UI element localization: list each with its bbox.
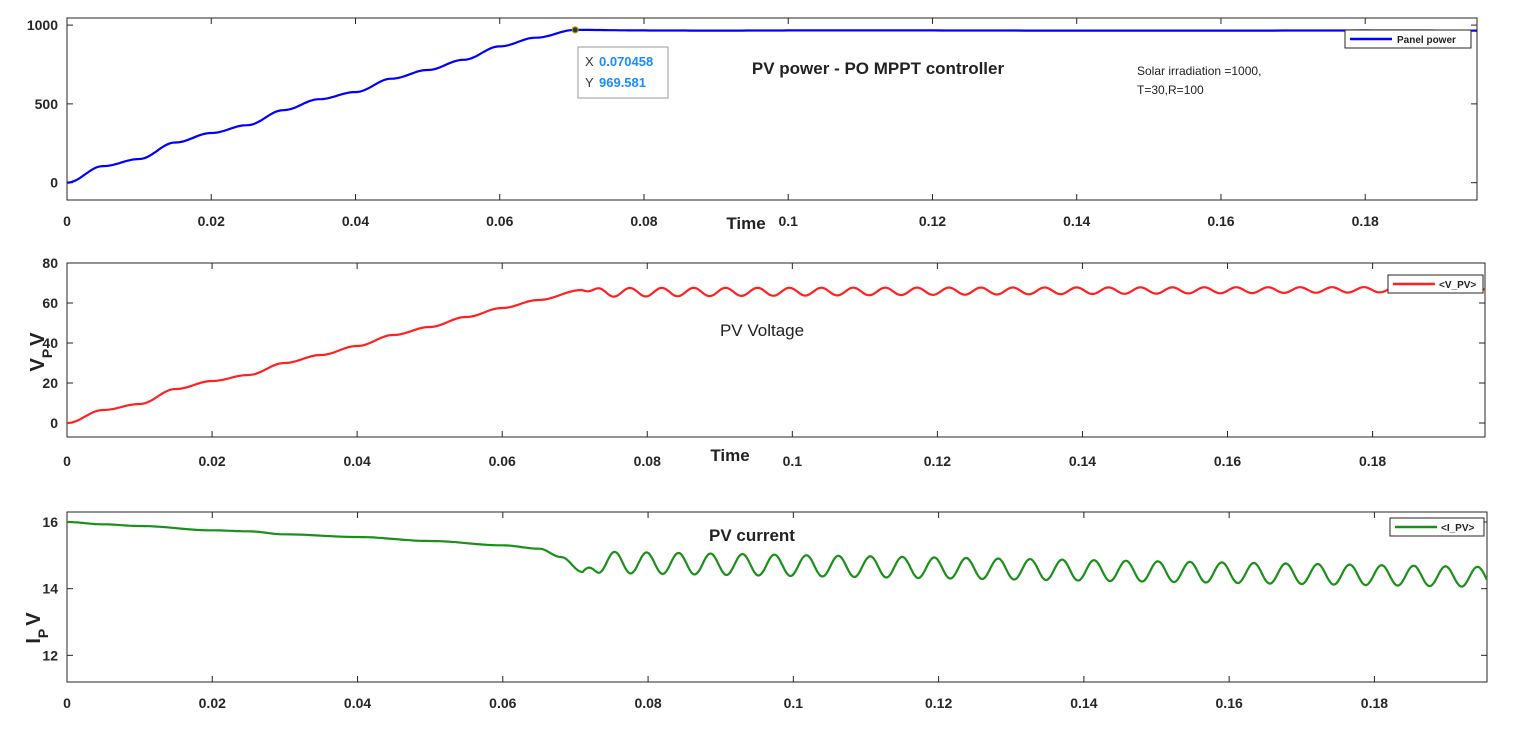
- current-line: [67, 520, 1488, 588]
- power-x-tick-label: 0.06: [486, 213, 513, 229]
- power-x-tick-label: 0: [63, 213, 71, 229]
- voltage-x-axis-label: Time: [710, 446, 749, 465]
- voltage-y-tick-label: 0: [50, 415, 58, 431]
- power-panel: 0 0.02 0.04 0.06 0.08 0.1 0.12 0.14 0.16 0.18 0 50…: [27, 17, 1478, 233]
- power-plot-area: [66, 17, 1478, 201]
- power-x-axis-label: Time: [726, 214, 765, 233]
- voltage-x-tick-label: 0.04: [344, 453, 371, 469]
- datatip[interactable]: X 0.070458 Y 969.581: [571, 26, 669, 99]
- voltage-legend[interactable]: <V_PV>: [1387, 274, 1484, 294]
- voltage-x-tick-label: 0.18: [1359, 453, 1386, 469]
- power-y-tick-label: 500: [35, 96, 59, 112]
- power-x-tick-label: 0.12: [919, 213, 946, 229]
- power-x-tick-label: 0.18: [1352, 213, 1379, 229]
- power-x-tick-label: 0.16: [1207, 213, 1234, 229]
- datatip-marker[interactable]: [571, 26, 579, 34]
- svg-text:VPV: VPV: [27, 332, 55, 372]
- current-legend[interactable]: <I_PV>: [1389, 517, 1485, 537]
- current-x-tick-label: 0.04: [344, 695, 371, 711]
- power-y-tick-label: 1000: [27, 17, 58, 33]
- current-x-tick-label: 0.08: [634, 695, 661, 711]
- current-y-tick-label: 16: [42, 514, 58, 530]
- power-legend[interactable]: Panel power: [1344, 29, 1472, 49]
- voltage-x-tick-label: 0.14: [1069, 453, 1096, 469]
- current-y-tick-label: 12: [42, 647, 58, 663]
- voltage-y-tick-label: 20: [42, 375, 58, 391]
- annotation-line-2: T=30,R=100: [1137, 83, 1204, 97]
- voltage-x-tick-label: 0.1: [783, 453, 803, 469]
- current-x-tick-label: 0.02: [199, 695, 226, 711]
- power-x-tick-label: 0.08: [630, 213, 657, 229]
- datatip-x-value: 0.070458: [599, 54, 653, 69]
- voltage-x-tick-label: 0.12: [924, 453, 951, 469]
- voltage-legend-label: <V_PV>: [1439, 280, 1476, 291]
- current-y-axis-label: IPV: [23, 612, 51, 644]
- current-x-tick-label: 0.06: [489, 695, 516, 711]
- voltage-x-tick-label: 0.02: [198, 453, 225, 469]
- power-x-tick-label: 0.04: [342, 213, 369, 229]
- power-x-tick-label: 0.14: [1063, 213, 1090, 229]
- power-y-tick-label: 0: [50, 175, 58, 191]
- current-chart-title: PV current: [709, 526, 795, 545]
- voltage-panel: 0 0.02 0.04 0.06 0.08 0.1 0.12 0.14 0.16 0.18 0 20…: [27, 255, 1486, 469]
- current-legend-label: <I_PV>: [1441, 523, 1475, 534]
- voltage-chart-title: PV Voltage: [720, 321, 804, 340]
- power-x-tick-label: 0.02: [198, 213, 225, 229]
- current-y-tick-label: 14: [42, 581, 58, 597]
- voltage-x-tick-label: 0.08: [634, 453, 661, 469]
- current-x-tick-label: 0.12: [925, 695, 952, 711]
- voltage-y-tick-label: 60: [42, 295, 58, 311]
- voltage-x-tick-label: 0: [63, 453, 71, 469]
- datatip-x-label: X: [585, 54, 594, 69]
- svg-text:IPV: IPV: [23, 612, 51, 644]
- voltage-line: [66, 285, 1486, 425]
- voltage-x-tick-label: 0.16: [1214, 453, 1241, 469]
- power-chart-title: PV power - PO MPPT controller: [752, 59, 1005, 78]
- annotation-line-1: Solar irradiation =1000,: [1137, 64, 1261, 78]
- current-x-tick-label: 0.1: [784, 695, 804, 711]
- current-x-tick-label: 0: [63, 695, 71, 711]
- power-legend-label: Panel power: [1397, 35, 1456, 46]
- voltage-x-tick-label: 0.06: [489, 453, 516, 469]
- current-x-tick-label: 0.16: [1216, 695, 1243, 711]
- datatip-box: [577, 46, 669, 99]
- panel-power-line: [66, 28, 1477, 184]
- voltage-y-tick-label: 40: [42, 335, 58, 351]
- current-plot-area: [66, 511, 1488, 683]
- current-x-tick-label: 0.14: [1070, 695, 1097, 711]
- datatip-y-value: 969.581: [599, 75, 646, 90]
- power-x-tick-label: 0.1: [778, 213, 798, 229]
- current-x-tick-label: 0.18: [1361, 695, 1388, 711]
- voltage-y-tick-label: 80: [42, 255, 58, 271]
- datatip-y-label: Y: [585, 75, 594, 90]
- voltage-y-axis-label: VPV: [27, 332, 55, 372]
- current-panel: 0 0.02 0.04 0.06 0.08 0.1 0.12 0.14 0.16 0.18 12 1…: [23, 511, 1488, 711]
